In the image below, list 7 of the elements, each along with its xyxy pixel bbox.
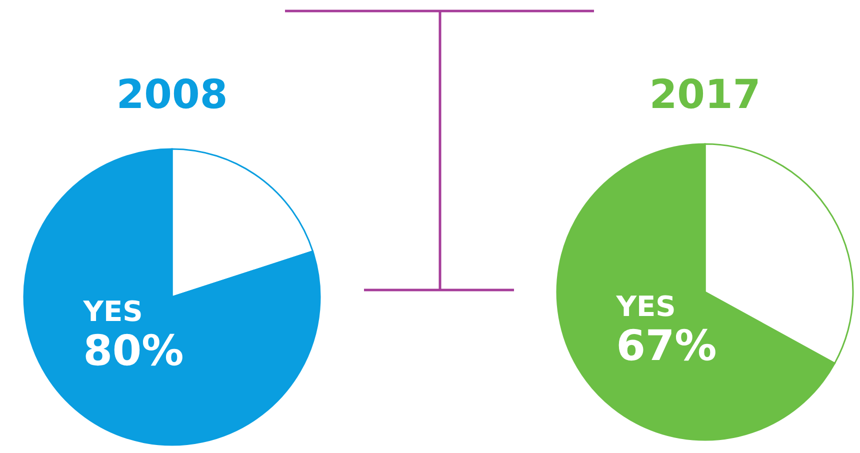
data-label: 67% <box>616 321 717 370</box>
chart-title: 2017 <box>649 72 761 118</box>
chart-title: 2008 <box>116 72 228 118</box>
slice-label: YES <box>82 295 143 328</box>
pie-slice <box>23 148 321 446</box>
slice-label: YES <box>615 290 676 323</box>
data-label: 80% <box>83 326 184 375</box>
